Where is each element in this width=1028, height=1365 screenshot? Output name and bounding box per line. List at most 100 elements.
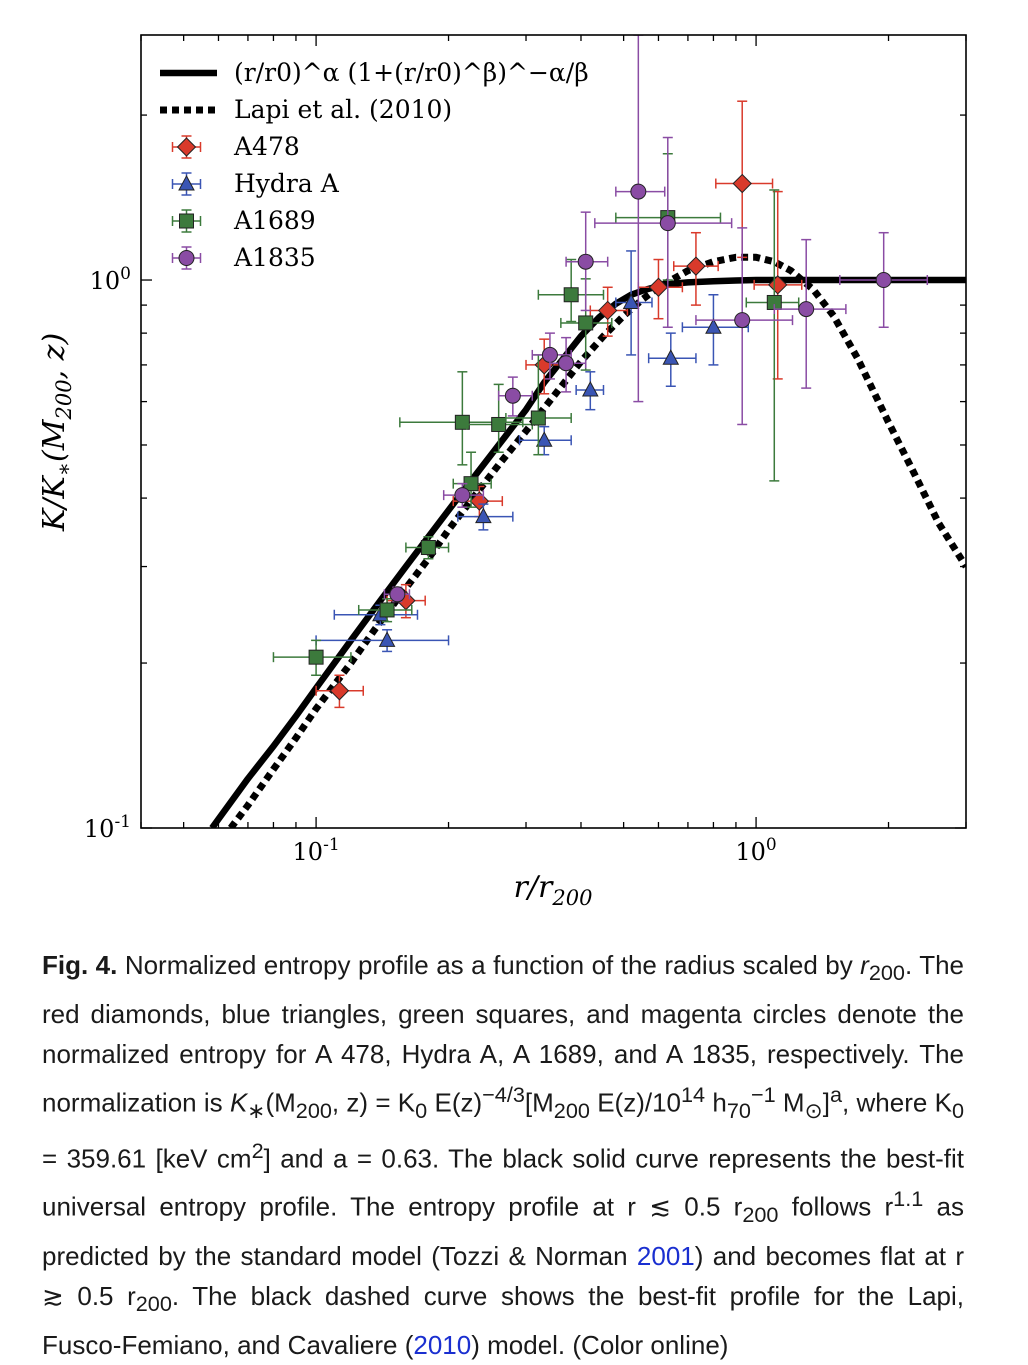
- data-point: [581, 380, 599, 397]
- citation-link-2010[interactable]: 2010: [413, 1329, 472, 1360]
- tick-exponent: -1: [114, 812, 131, 832]
- plot-area: [209, 35, 966, 828]
- data-point: [798, 301, 815, 318]
- tick-exponent: 0: [766, 835, 777, 855]
- data-point: [875, 272, 892, 289]
- caption-math: 1.1: [893, 1186, 924, 1212]
- data-point: [530, 410, 546, 426]
- caption-text: ] and a = 0.63. The black solid curve re…: [42, 1143, 965, 1222]
- caption-math: h: [705, 1087, 727, 1118]
- legend-marker: [178, 174, 195, 191]
- caption-math: 200: [135, 1291, 172, 1317]
- caption-text: ) and becomes flat at r ≳ 0.5 r: [42, 1240, 964, 1312]
- caption-text: ) model. (Color online): [471, 1329, 729, 1360]
- legend-label: (r/r0)^α (1+(r/r0)^β)^−α/β: [234, 58, 589, 87]
- data-point: [734, 312, 751, 329]
- caption-math: 200: [553, 1097, 590, 1123]
- data-point: [578, 315, 594, 331]
- caption-math: 70: [726, 1097, 751, 1123]
- data-point: [597, 300, 618, 321]
- best-fit-curve: [209, 276, 966, 828]
- data-point: [420, 540, 436, 556]
- data-point: [648, 277, 669, 297]
- data-point: [768, 275, 788, 295]
- caption-text: . The black dashed curve shows the best-…: [42, 1281, 964, 1360]
- tick-base: 10: [90, 267, 121, 295]
- caption-math: ∗: [247, 1097, 266, 1123]
- caption-math: a: [829, 1081, 843, 1107]
- data-point: [504, 387, 521, 404]
- caption-math: K: [229, 1087, 248, 1118]
- x-tick-label: 10-1: [293, 835, 340, 866]
- caption-text: , where K: [842, 1087, 952, 1118]
- data-point: [535, 431, 553, 447]
- points-layer: [272, 35, 929, 709]
- plot-frame: [140, 34, 967, 829]
- tick-exponent: 0: [120, 264, 131, 284]
- caption-math: ]: [822, 1087, 830, 1118]
- caption-text: Normalized entropy profile as a function…: [117, 950, 861, 980]
- legend: (r/r0)^α (1+(r/r0)^β)^−α/β Lapi et al. (2…: [160, 58, 589, 272]
- caption-math: 200: [295, 1097, 332, 1123]
- data-point: [378, 631, 396, 647]
- data-point: [662, 349, 680, 365]
- data-point: [563, 287, 579, 303]
- data-point: [454, 487, 471, 504]
- x-tick-label: 100: [735, 835, 776, 866]
- caption-math: E(z)/10: [589, 1087, 682, 1118]
- data-point: [622, 293, 640, 309]
- caption-math: (M: [265, 1087, 296, 1118]
- figure-caption: Fig. 4. Normalized entropy profile as a …: [42, 945, 964, 1365]
- data-point: [389, 586, 406, 603]
- lapi-model-curve: [228, 253, 966, 828]
- data-point: [732, 173, 752, 194]
- data-point: [659, 215, 676, 232]
- data-point: [308, 649, 324, 665]
- data-point: [491, 416, 507, 432]
- data-point: [558, 355, 575, 372]
- caption-text: as predicted by the standard model (Tozz…: [42, 1191, 965, 1271]
- data-point: [686, 256, 706, 276]
- x-axis-label: r/r200: [514, 870, 593, 910]
- caption-math: 14: [681, 1081, 706, 1107]
- caption-math: 2: [251, 1138, 264, 1164]
- y-tick-label: 10-1: [84, 812, 131, 843]
- caption-text: = 359.61 [keV cm: [42, 1143, 252, 1174]
- caption-math: M: [775, 1087, 805, 1118]
- series-a1689: [272, 153, 800, 677]
- caption-math: 0: [951, 1097, 964, 1123]
- tick-exponent: -1: [323, 835, 340, 855]
- caption-math: [M: [524, 1087, 554, 1118]
- caption-math: 200: [868, 960, 905, 986]
- y-tick-label: 100: [90, 264, 131, 295]
- caption-text: follows r: [778, 1191, 894, 1222]
- tick-base: 10: [293, 838, 324, 866]
- tick-base: 10: [84, 815, 115, 843]
- data-point: [475, 507, 492, 524]
- legend-label: A1689: [233, 206, 316, 235]
- series-a1835: [383, 35, 929, 603]
- caption-text: . The red diamonds, blue triangles, gree…: [42, 950, 965, 1118]
- series-hydra-a: [315, 250, 750, 653]
- tick-base: 10: [735, 838, 766, 866]
- data-point: [705, 318, 722, 334]
- caption-math: , z) = K: [331, 1087, 416, 1118]
- legend-marker: [176, 137, 197, 157]
- data-point: [329, 681, 350, 701]
- caption-label: Fig. 4.: [42, 950, 118, 980]
- caption-math: E(z): [427, 1087, 483, 1118]
- data-point: [630, 183, 647, 200]
- data-point: [577, 253, 594, 270]
- legend-label: A1835: [233, 243, 316, 272]
- curves-layer: [209, 253, 966, 828]
- caption-math: −4/3: [482, 1081, 525, 1107]
- legend-label: Lapi et al. (2010): [234, 95, 452, 124]
- legend-label: Hydra A: [234, 169, 340, 198]
- caption-math: 0: [415, 1097, 428, 1123]
- citation-link-2001[interactable]: 2001: [636, 1240, 695, 1271]
- legend-marker: [179, 213, 194, 229]
- caption-math: −1: [750, 1081, 776, 1107]
- data-point: [379, 602, 395, 618]
